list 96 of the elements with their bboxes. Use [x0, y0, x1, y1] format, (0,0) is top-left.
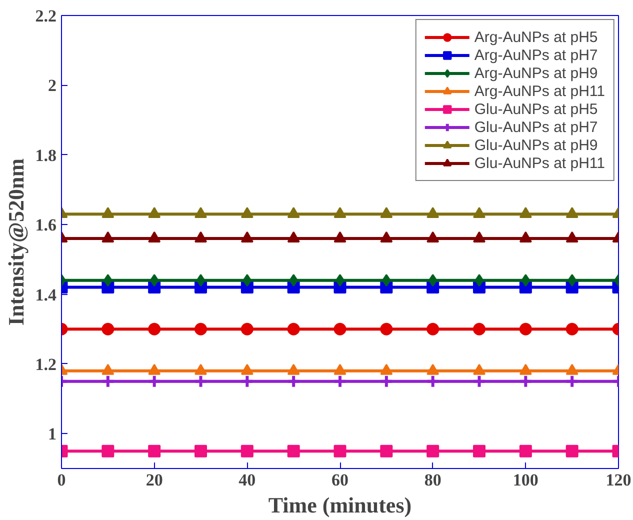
point: [380, 207, 393, 218]
y-tick-label: 1.4: [35, 285, 57, 304]
legend-label: Glu-AuNPs at pH9: [474, 136, 598, 154]
point: [380, 231, 393, 242]
point: [474, 274, 484, 287]
point: [519, 207, 532, 218]
point: [426, 364, 440, 375]
legend-label: Arg-AuNPs at pH7: [474, 46, 598, 64]
point: [519, 322, 532, 336]
point: [426, 444, 440, 458]
legend-label: Arg-AuNPs at pH11: [474, 82, 605, 100]
point: [287, 231, 300, 242]
point: [426, 207, 440, 218]
point: [287, 207, 300, 218]
y-tick-label: 1.6: [35, 216, 56, 235]
x-tick-label: 60: [332, 470, 348, 490]
point: [334, 322, 346, 336]
point: [194, 322, 207, 336]
point: [426, 374, 440, 388]
point: [287, 322, 300, 336]
point: [194, 207, 207, 218]
point: [240, 364, 254, 375]
point: [240, 444, 254, 458]
point: [148, 444, 161, 458]
point: [521, 274, 530, 287]
point: [472, 374, 486, 388]
point: [286, 374, 301, 388]
legend-label: Glu-AuNPs at pH7: [474, 118, 598, 136]
x-tick-label: 20: [146, 470, 163, 490]
point: [334, 364, 346, 375]
point: [194, 364, 207, 375]
point: [566, 364, 578, 375]
y-axis-title: Intensity@520nm: [3, 158, 28, 326]
legend-label: Arg-AuNPs at pH5: [474, 28, 598, 46]
y-tick-label: 1: [48, 424, 56, 444]
point: [519, 364, 532, 375]
point: [148, 207, 161, 218]
point: [196, 274, 206, 287]
point: [287, 444, 300, 458]
point: [334, 207, 346, 218]
point: [148, 231, 161, 242]
point: [242, 274, 252, 287]
point: [566, 322, 578, 336]
point: [148, 322, 161, 336]
x-tick-label: 40: [238, 470, 256, 490]
legend-label: Glu-AuNPs at pH5: [474, 100, 598, 118]
point: [565, 374, 580, 388]
x-tick-label: 80: [424, 470, 442, 490]
point: [380, 322, 393, 336]
point: [194, 374, 208, 388]
point: [566, 231, 578, 242]
point: [380, 364, 393, 375]
point: [102, 322, 114, 336]
point: [102, 444, 114, 458]
point: [150, 274, 159, 287]
point: [380, 444, 393, 458]
point: [334, 231, 346, 242]
y-tick-label: 1.2: [35, 354, 56, 374]
point: [518, 374, 533, 388]
point: [519, 231, 532, 242]
point: [473, 231, 486, 242]
point: [287, 364, 300, 375]
point: [426, 322, 440, 336]
point: [147, 374, 162, 388]
point: [519, 444, 532, 458]
point: [566, 444, 578, 458]
point: [473, 444, 486, 458]
point: [102, 364, 114, 375]
x-axis-title: Time (minutes): [268, 492, 412, 518]
legend-label: Glu-AuNPs at pH11: [474, 154, 605, 172]
y-tick-label: 2.2: [35, 6, 56, 26]
point: [100, 374, 115, 388]
point: [566, 207, 578, 218]
point: [473, 207, 486, 218]
point: [379, 374, 394, 388]
y-tick-label: 1.8: [35, 146, 56, 165]
point: [240, 207, 254, 218]
point: [473, 322, 486, 336]
point: [240, 322, 254, 336]
point: [194, 444, 207, 458]
point: [428, 274, 438, 287]
x-tick-label: 120: [606, 470, 632, 490]
y-tick-label: 2: [48, 76, 56, 96]
point: [102, 207, 114, 218]
x-tick-label: 0: [57, 470, 66, 490]
legend-label: Arg-AuNPs at pH9: [474, 64, 598, 82]
point: [240, 374, 254, 388]
x-tick-label: 100: [512, 470, 538, 490]
point: [102, 231, 114, 242]
point: [334, 444, 346, 458]
point: [426, 231, 440, 242]
point: [194, 231, 207, 242]
point: [473, 364, 486, 375]
point: [148, 364, 161, 375]
point: [240, 231, 254, 242]
point: [333, 374, 347, 388]
